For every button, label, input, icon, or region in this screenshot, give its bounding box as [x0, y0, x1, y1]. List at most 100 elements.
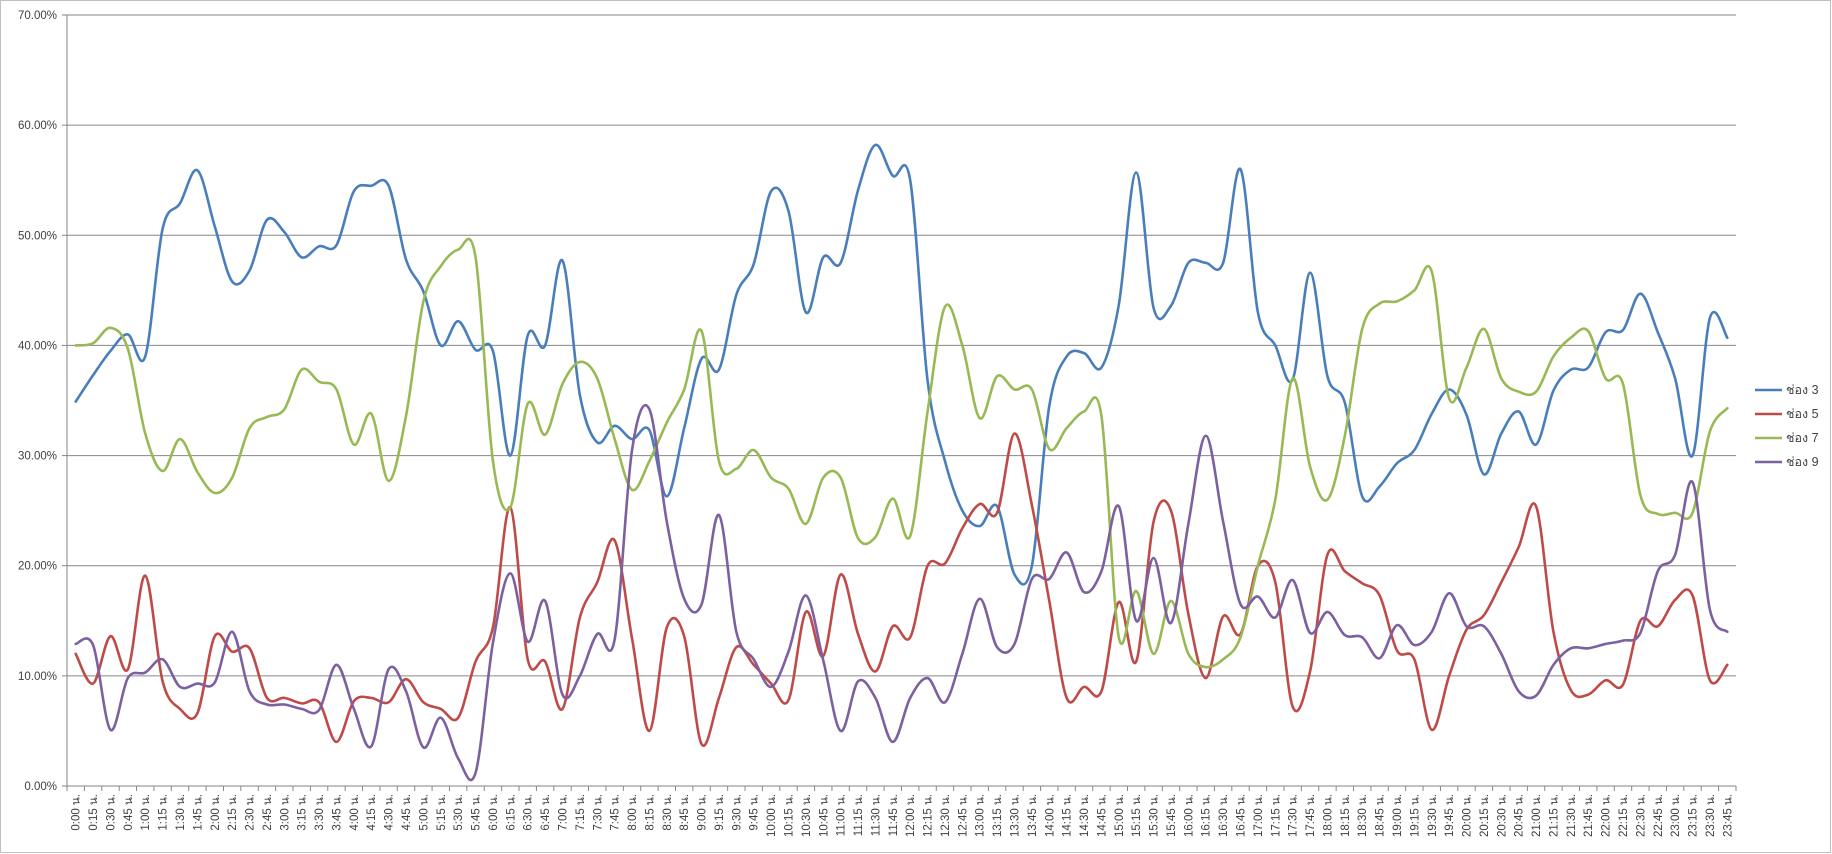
x-tick-label: 22:45 น. [1653, 794, 1665, 837]
x-tick-label: 17:00 น. [1253, 794, 1265, 837]
x-tick-label: 13:30 น. [1010, 794, 1022, 837]
x-tick-label: 14:15 น. [1062, 794, 1074, 837]
x-tick-label: 13:00 น. [975, 794, 987, 837]
x-tick-label: 17:30 น. [1288, 794, 1300, 837]
x-tick-label: 12:00 น. [905, 794, 917, 837]
x-tick-label: 18:30 น. [1357, 794, 1369, 837]
x-tick-label: 19:15 น. [1409, 794, 1421, 837]
x-tick-label: 16:00 น. [1183, 794, 1195, 837]
x-tick-label: 21:15 น. [1548, 794, 1560, 837]
legend-label: ช่อง 5 [1786, 407, 1819, 421]
x-tick-label: 18:15 น. [1340, 794, 1352, 837]
x-tick-label: 20:45 น. [1514, 794, 1526, 837]
series-lines [74, 143, 1729, 782]
x-tick-label: 11:15 น. [853, 794, 865, 836]
x-tick-label: 10:00 น. [766, 794, 778, 837]
x-tick-label: 18:00 น. [1322, 794, 1334, 837]
x-tick-label: 19:00 น. [1392, 794, 1404, 837]
x-tick-label: 3:30 น. [314, 794, 326, 831]
y-tick-label: 10.00% [18, 671, 57, 683]
legend-label: ช่อง 9 [1786, 455, 1819, 469]
x-tick-label: 13:15 น. [992, 794, 1004, 837]
y-tick-label: 0.00% [24, 781, 57, 793]
x-tick-label: 13:45 น. [1027, 794, 1039, 837]
series-line-3 [74, 237, 1729, 669]
x-tick-label: 2:45 น. [262, 794, 274, 831]
x-tick-label: 4:30 น. [384, 794, 396, 831]
y-tick-label: 70.00% [18, 10, 57, 22]
x-tick-label: 5:15 น. [436, 794, 448, 831]
x-tick-label: 16:30 น. [1218, 794, 1230, 837]
x-tick-label: 9:15 น. [714, 794, 726, 831]
x-tick-label: 11:45 น. [888, 794, 900, 836]
x-tick-label: 8:30 น. [662, 794, 674, 831]
x-tick-label: 2:30 น. [245, 794, 257, 831]
x-tick-label: 2:00 น. [210, 794, 222, 831]
y-tick-label: 60.00% [18, 120, 57, 132]
y-tick-label: 20.00% [18, 561, 57, 573]
x-tick-label: 20:30 น. [1496, 794, 1508, 837]
legend-label: ช่อง 7 [1786, 431, 1819, 445]
x-tick-label: 15:15 น. [1131, 794, 1143, 837]
x-tick-label: 21:30 น. [1566, 794, 1578, 837]
x-tick-label: 21:45 น. [1583, 794, 1595, 837]
x-tick-label: 1:15 น. [158, 794, 170, 831]
x-tick-label: 0:30 น. [105, 794, 117, 831]
y-tick-label: 30.00% [18, 451, 57, 463]
x-tick-label: 5:45 น. [471, 794, 483, 831]
x-tick-label: 16:45 น. [1236, 794, 1248, 837]
x-tick-label: 4:15 น. [366, 794, 378, 831]
gridlines [67, 14, 1736, 787]
x-tick-label: 17:45 น. [1305, 794, 1317, 837]
x-tick-label: 23:45 น. [1722, 794, 1734, 837]
x-tick-label: 7:30 น. [592, 794, 604, 831]
x-tick-label: 6:45 น. [540, 794, 552, 831]
x-tick-label: 7:45 น. [610, 794, 622, 831]
x-tick-label: 21:00 น. [1531, 794, 1543, 837]
x-tick-label: 11:30 น. [870, 794, 882, 836]
x-tick-label: 8:15 น. [644, 794, 656, 831]
x-tick-label: 16:15 น. [1201, 794, 1213, 837]
x-tick-label: 19:30 น. [1427, 794, 1439, 837]
x-tick-label: 14:30 น. [1079, 794, 1091, 837]
x-tick-label: 10:45 น. [818, 794, 830, 837]
y-tick-label: 40.00% [18, 340, 57, 352]
x-tick-label: 9:45 น. [749, 794, 761, 831]
x-tick-label: 19:45 น. [1444, 794, 1456, 837]
x-tick-label: 3:15 น. [297, 794, 309, 831]
x-tick-label: 1:00 น. [140, 794, 152, 831]
x-tick-label: 20:00 น. [1462, 794, 1474, 837]
x-tick-label: 22:30 น. [1635, 794, 1647, 837]
series-line-1 [74, 143, 1729, 586]
y-axis: 0.00% 10.00% 20.00% 30.00% 40.00% 50.00% 60.00… [18, 10, 68, 793]
x-tick-label: 20:15 น. [1479, 794, 1491, 837]
y-tick-label: 50.00% [18, 230, 57, 242]
x-tick-label: 14:45 น. [1096, 794, 1108, 837]
x-tick-label: 5:30 น. [453, 794, 465, 831]
x-tick-label: 3:45 น. [331, 794, 343, 831]
x-tick-label: 15:30 น. [1149, 794, 1161, 837]
x-tick-label: 12:30 น. [940, 794, 952, 837]
x-tick-label: 12:15 น. [923, 794, 935, 837]
series-line-2 [74, 432, 1729, 748]
x-axis: 0:00 น. 0:15 น. 0:30 น. 0:45 น. 1:00 น. 1:15 … [66, 786, 1737, 837]
x-tick-label: 6:30 น. [523, 794, 535, 831]
x-tick-label: 7:15 น. [575, 794, 587, 831]
legend-label: ช่อง 3 [1786, 383, 1819, 397]
x-tick-label: 5:00 น. [418, 794, 430, 831]
x-tick-label: 0:00 น. [71, 794, 83, 831]
x-tick-label: 18:45 น. [1375, 794, 1387, 837]
x-tick-label: 4:45 น. [401, 794, 413, 831]
legend: ช่อง 3 ช่อง 5 ช่อง 7 ช่อง 9 [1755, 383, 1819, 469]
x-tick-label: 23:30 น. [1705, 794, 1717, 837]
x-tick-label: 23:00 น. [1670, 794, 1682, 837]
x-tick-label: 15:45 น. [1166, 794, 1178, 837]
x-tick-label: 1:45 น. [192, 794, 204, 831]
x-tick-label: 10:30 น. [801, 794, 813, 837]
x-tick-label: 0:45 น. [123, 794, 135, 831]
x-tick-label: 7:00 น. [557, 794, 569, 831]
x-tick-label: 4:00 น. [349, 794, 361, 831]
x-tick-label: 10:15 น. [783, 794, 795, 837]
